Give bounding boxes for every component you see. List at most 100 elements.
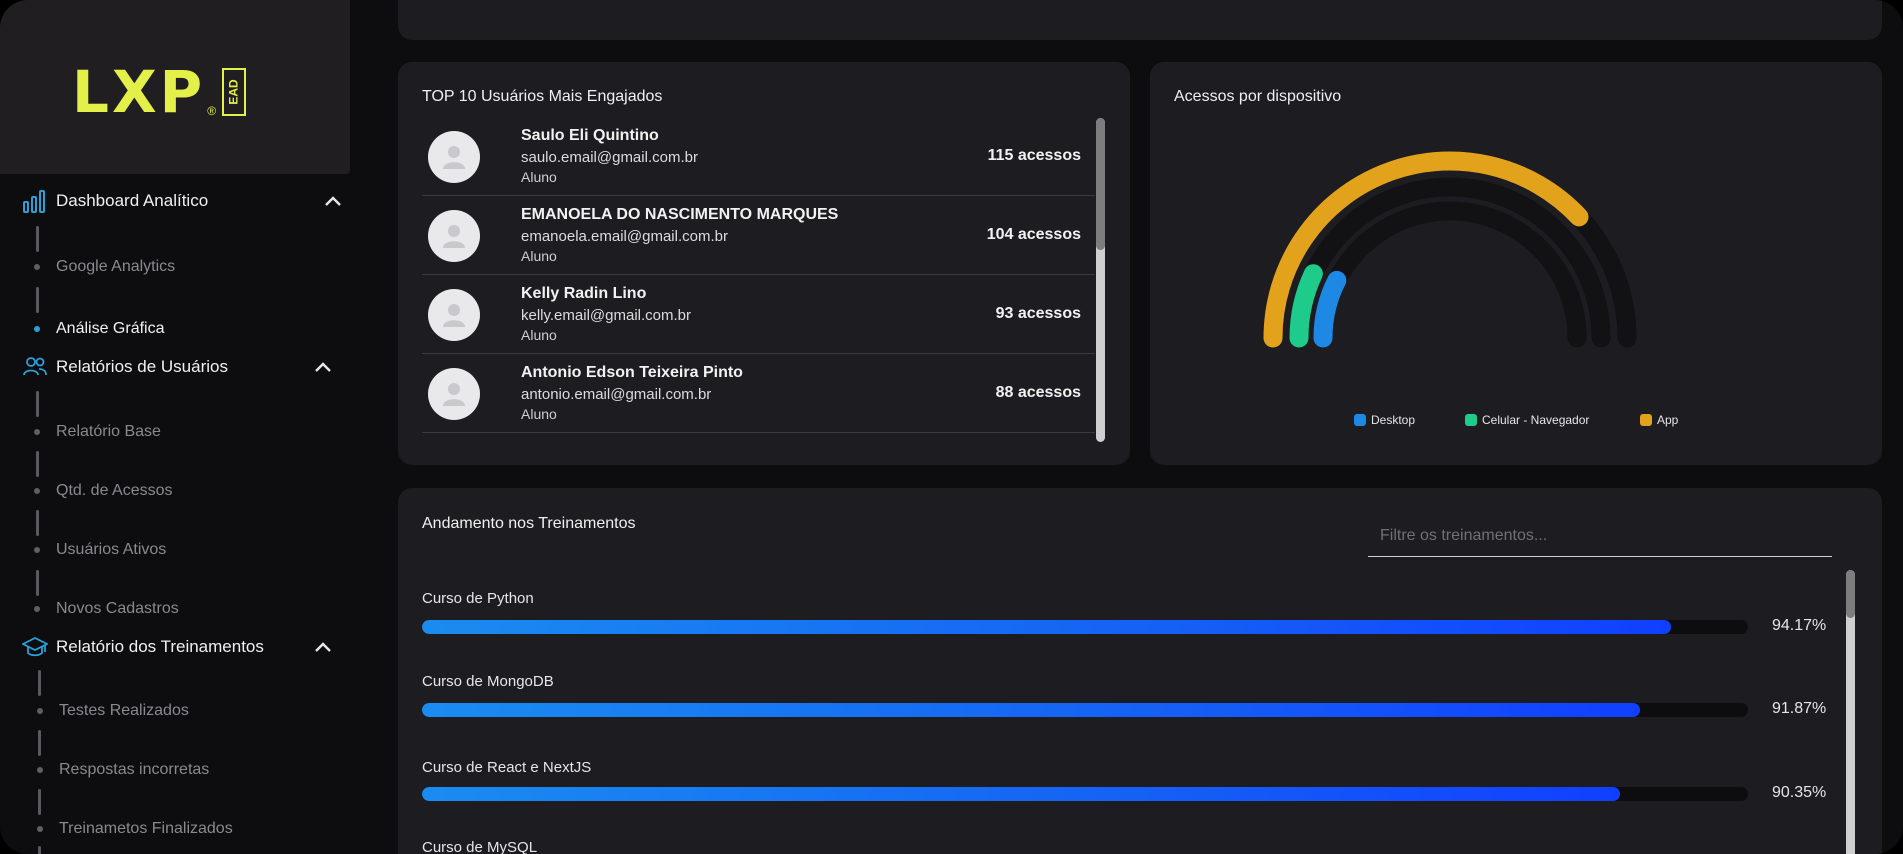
chevron-up-icon[interactable] [314,361,332,373]
radial-bar-celular-navegador[interactable] [1289,264,1323,348]
bullet-icon [37,708,43,714]
user-name: Kelly Radin Lino [521,285,647,302]
bar-chart-icon [23,190,45,213]
sidebar-item-label: Análise Gráfica [56,320,165,337]
sidebar-item-qtd-acessos[interactable]: Qtd. de Acessos [34,482,173,500]
sidebar-item-label: Testes Realizados [59,702,189,719]
user-icon [443,383,465,406]
brand-logo[interactable]: LXP ® EAD [72,63,247,121]
bullet-icon [34,488,40,494]
avatar [428,289,480,341]
bullet-icon [34,606,40,612]
user-role: Aluno [521,248,557,264]
scrollbar-thumb[interactable] [1096,118,1105,250]
training-percentage: 94.17% [1772,617,1827,634]
graduation-cap-icon [22,636,48,657]
tree-line [36,451,39,477]
sidebar-item-novos-cadastros[interactable]: Novos Cadastros [34,600,179,618]
tree-line [36,226,39,252]
list-item[interactable]: Kelly Radin Lino kelly.email@gmail.com.b… [422,275,1095,354]
radial-track [1313,201,1587,348]
logo-registered-mark: ® [207,104,217,118]
legend-swatch [1465,414,1477,426]
sidebar-item-google-analytics[interactable]: Google Analytics [34,258,175,276]
tree-line [38,789,41,815]
sidebar-item-usuarios-ativos[interactable]: Usuários Ativos [34,541,166,559]
training-label: Curso de MySQL [422,839,538,854]
user-email: antonio.email@gmail.com.br [521,386,712,403]
user-access-count: 88 acessos [995,384,1081,401]
user-access-count: 93 acessos [995,305,1081,322]
user-name: Antonio Edson Teixeira Pinto [521,364,743,381]
chevron-up-icon[interactable] [314,641,332,653]
scrollbar-thumb[interactable] [1846,570,1855,618]
sidebar-item-label: Relatório Base [56,423,161,440]
user-icon [443,225,465,248]
sidebar-item-treinamentos-finalizados[interactable]: Treinametos Finalizados [37,820,233,838]
user-access-count: 115 acessos [987,147,1081,164]
legend-item-desktop[interactable]: Desktop [1354,413,1415,427]
user-name: EMANOELA DO NASCIMENTO MARQUES [521,206,839,223]
training-progress-fill [422,703,1641,717]
sidebar-item-respostas-incorretas[interactable]: Respostas incorretas [37,761,209,779]
radial-bar-app[interactable] [1263,151,1589,348]
sidebar-section-label: Relatórios de Usuários [56,357,228,376]
scrollbar-track[interactable] [1846,570,1855,854]
sidebar-section-dashboard[interactable]: Dashboard Analítico [22,188,342,214]
tree-line [38,846,41,854]
sidebar-section-label: Dashboard Analítico [56,191,209,210]
user-icon [443,146,465,169]
avatar [428,368,480,420]
legend-item-app[interactable]: App [1640,413,1678,427]
scrollbar-track[interactable] [1096,118,1105,442]
user-email: saulo.email@gmail.com.br [521,149,698,166]
devices-card: Acessos por dispositivo Desktop Celular … [1150,62,1882,465]
bullet-icon [34,326,40,332]
tree-line [36,570,39,596]
sidebar-section-usuarios[interactable]: Relatórios de Usuários [22,354,332,380]
tree-line [38,670,41,696]
bullet-icon [34,547,40,553]
user-access-count: 104 acessos [986,226,1081,243]
tree-line [36,510,39,536]
top-users-card: TOP 10 Usuários Mais Engajados Saulo Eli… [398,62,1130,465]
sidebar-item-label: Qtd. de Acessos [56,482,173,499]
card-title: TOP 10 Usuários Mais Engajados [422,88,663,105]
bullet-icon [34,429,40,435]
training-progress-fill [422,620,1671,634]
legend-item-celular[interactable]: Celular - Navegador [1465,413,1589,427]
list-item[interactable]: EMANOELA DO NASCIMENTO MARQUES emanoela.… [422,196,1095,275]
card-title: Andamento nos Treinamentos [422,515,636,532]
sidebar-item-label: Respostas incorretas [59,761,210,778]
list-item[interactable]: Antonio Edson Teixeira Pinto antonio.ema… [422,354,1095,433]
training-label: Curso de Python [422,590,534,607]
top-card [398,0,1882,40]
legend-label: Celular - Navegador [1482,413,1590,427]
sidebar-item-label: Usuários Ativos [56,541,167,558]
list-item[interactable]: Saulo Eli Quintino saulo.email@gmail.com… [422,117,1095,196]
sidebar-item-relatorio-base[interactable]: Relatório Base [34,423,161,441]
sidebar-item-label: Novos Cadastros [56,600,179,617]
trainings-filter-input[interactable] [1368,515,1832,557]
chevron-up-icon[interactable] [324,195,342,207]
radial-bar-desktop[interactable] [1313,270,1347,348]
user-role: Aluno [521,406,557,422]
training-progress-track [422,703,1748,717]
logo-badge-text: EAD [227,79,242,105]
legend-swatch [1640,414,1652,426]
sidebar-item-analise-grafica[interactable]: Análise Gráfica [34,320,165,338]
user-name: Saulo Eli Quintino [521,127,659,144]
tree-line [38,730,41,756]
device-radial-chart [1263,151,1637,348]
user-role: Aluno [521,327,557,343]
logo-badge: EAD [222,68,247,116]
logo-area: LXP ® EAD [0,0,350,174]
training-progress-track [422,620,1748,634]
user-email: kelly.email@gmail.com.br [521,307,691,324]
legend-swatch [1354,414,1366,426]
sidebar-item-testes-realizados[interactable]: Testes Realizados [37,702,189,720]
sidebar-section-treinamentos[interactable]: Relatório dos Treinamentos [22,634,332,660]
bullet-icon [37,826,43,832]
tree-line [36,287,39,313]
